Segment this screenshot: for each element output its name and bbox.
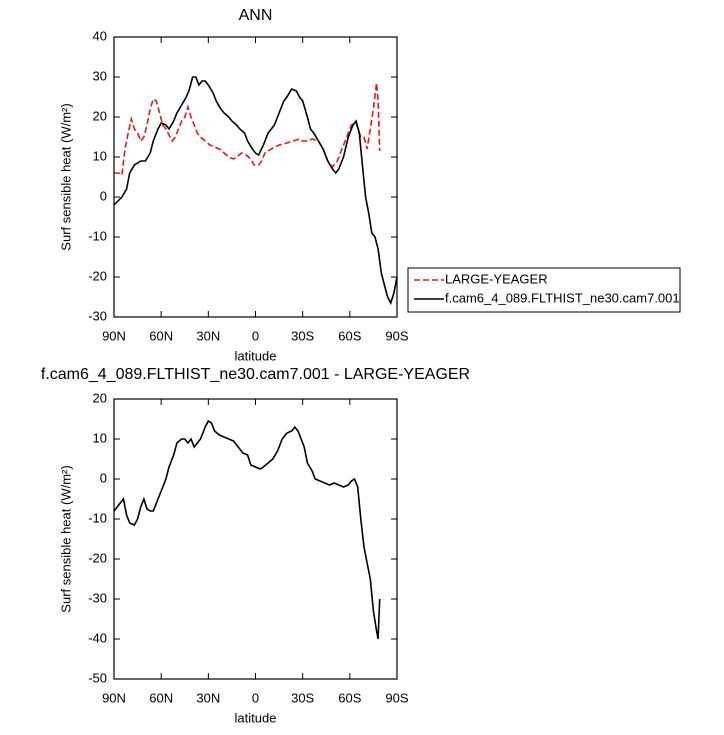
x-tick-label: 30N [196, 328, 220, 343]
y-tick-label: -10 [88, 510, 107, 525]
plot-frame [113, 398, 398, 680]
y-tick-label: -20 [88, 550, 107, 565]
x-tick-label: 60S [338, 690, 361, 705]
legend-label: f.cam6_4_089.FLTHIST_ne30.cam7.001 [445, 290, 680, 305]
x-axis-label: latitude [235, 710, 277, 725]
x-tick-label: 0 [252, 690, 259, 705]
y-tick-label: 10 [93, 148, 107, 163]
x-tick-label: 30N [196, 690, 220, 705]
y-tick-label: 0 [100, 188, 107, 203]
legend-box [407, 267, 681, 313]
y-tick-label: -30 [88, 308, 107, 323]
series-line [113, 76, 398, 306]
x-tick-label: 0 [252, 328, 259, 343]
y-tick-label: -50 [88, 670, 107, 685]
y-tick-label: 0 [100, 470, 107, 485]
x-tick-label: 90N [102, 690, 126, 705]
x-tick-label: 90S [385, 328, 408, 343]
x-tick-label: 60S [338, 328, 361, 343]
y-tick-label: 10 [93, 430, 107, 445]
chart-title: f.cam6_4_089.FLTHIST_ne30.cam7.001 - LAR… [41, 366, 470, 383]
y-tick-label: 40 [93, 28, 107, 43]
y-tick-label: -10 [88, 228, 107, 243]
y-tick-label: -30 [88, 590, 107, 605]
y-axis-label: Surf sensible heat (W/m²) [58, 103, 73, 250]
legend: LARGE-YEAGER f.cam6_4_089.FLTHIST_ne30.ca… [407, 267, 681, 313]
plot-frame [113, 36, 398, 318]
series-line [113, 419, 381, 640]
y-axis-label: Surf sensible heat (W/m²) [58, 465, 73, 612]
series-line [114, 82, 381, 177]
x-tick-label: 60N [149, 690, 173, 705]
x-tick-label: 60N [149, 328, 173, 343]
x-tick-label: 90N [102, 328, 126, 343]
x-axis-label: latitude [235, 348, 277, 363]
y-tick-label: 20 [93, 108, 107, 123]
x-tick-label: 90S [385, 690, 408, 705]
y-tick-label: -40 [88, 630, 107, 645]
y-tick-label: 30 [93, 68, 107, 83]
y-tick-label: 20 [93, 390, 107, 405]
x-tick-label: 30S [291, 328, 314, 343]
y-tick-label: -20 [88, 268, 107, 283]
x-tick-label: 30S [291, 690, 314, 705]
chart-title: ANN [239, 7, 273, 24]
legend-label: LARGE-YEAGER [445, 271, 548, 286]
